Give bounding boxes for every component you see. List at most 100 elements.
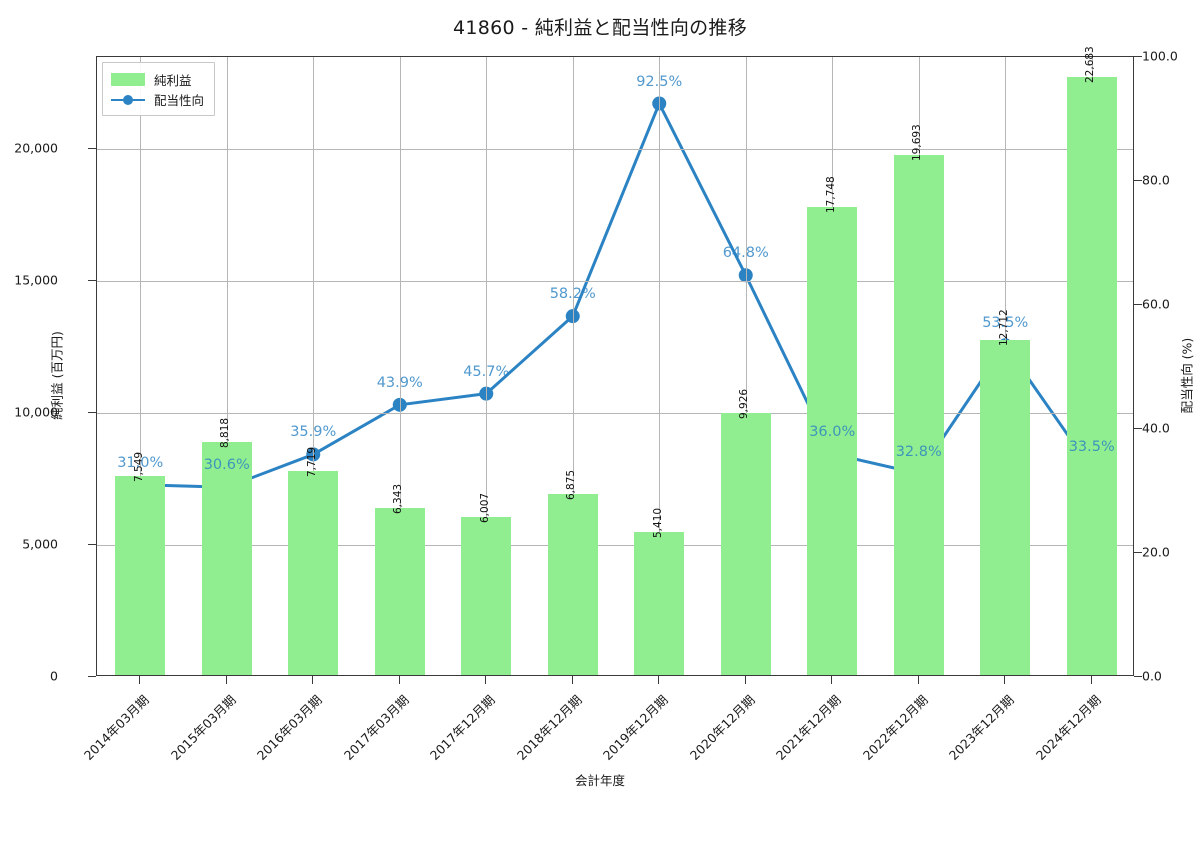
x-axis-tickmark: [139, 676, 141, 684]
payout-ratio-value-label: 33.5%: [1068, 439, 1115, 456]
x-axis-tickmark: [917, 676, 919, 684]
bar-2014年03月期: [115, 475, 166, 675]
gridline-vertical: [659, 57, 661, 675]
y-axis-tickmark-right: [1134, 180, 1142, 181]
y-axis-tick-right: 20.0: [1142, 544, 1170, 560]
y-axis-tickmark-right: [1134, 552, 1142, 553]
gridline-horizontal: [97, 281, 1133, 283]
x-axis-tick-2016年03月期: 2016年03月期: [254, 692, 325, 763]
x-axis-tick-2023年12月期: 2023年12月期: [946, 692, 1017, 763]
gridline-vertical: [572, 57, 574, 675]
payout-ratio-value-label: 92.5%: [636, 73, 683, 90]
bar-2020年12月期: [720, 413, 771, 675]
bar-value-label: 9,926: [738, 389, 751, 420]
legend-item-net-income: 純利益: [111, 69, 204, 89]
bar-value-label: 8,818: [219, 418, 232, 449]
x-axis-tick-2017年12月期: 2017年12月期: [427, 692, 498, 763]
bar-2019年12月期: [634, 532, 685, 675]
bar-2017年03月期: [374, 507, 425, 675]
gridline-horizontal: [97, 413, 1133, 415]
y-axis-tick-left: 15,000: [14, 272, 58, 288]
bar-value-label: 6,343: [392, 483, 405, 514]
bar-2015年03月期: [201, 442, 252, 675]
x-axis-tickmark: [1090, 676, 1092, 684]
y-axis-tickmark-right: [1134, 304, 1142, 305]
payout-ratio-value-label: 53.5%: [982, 315, 1029, 332]
gridline-horizontal: [97, 545, 1133, 547]
x-axis-tick-2019年12月期: 2019年12月期: [600, 692, 671, 763]
gridline-vertical: [745, 57, 747, 675]
payout-ratio-value-label: 43.9%: [376, 374, 423, 391]
payout-ratio-value-label: 35.9%: [290, 424, 337, 441]
y-axis-tick-left: 5,000: [22, 536, 58, 552]
payout-ratio-line: [138, 102, 1094, 489]
x-axis-tickmark: [571, 676, 573, 684]
legend-label-net-income: 純利益: [154, 72, 192, 88]
gridline-horizontal: [97, 149, 1133, 151]
payout-ratio-value-label: 31.0%: [117, 454, 164, 471]
payout-ratio-value-label: 45.7%: [463, 363, 510, 380]
legend-line-swatch-icon: [111, 93, 145, 106]
x-axis-tick-2020年12月期: 2020年12月期: [686, 692, 758, 763]
x-axis-tickmark: [658, 676, 660, 684]
y-axis-label-left: 純利益 (百万円): [49, 331, 65, 420]
y-axis-tickmark-right: [1134, 676, 1142, 677]
y-axis-tick-left: 20,000: [14, 140, 58, 156]
x-axis-tick-2015年03月期: 2015年03月期: [167, 692, 239, 763]
x-axis-tickmark: [398, 676, 400, 684]
x-axis-tickmark: [1004, 676, 1006, 684]
x-axis-tickmark: [225, 676, 227, 684]
payout-ratio-value-label: 36.0%: [809, 423, 856, 440]
bar-value-label: 5,410: [651, 508, 664, 539]
y-axis-tickmark-left: [88, 676, 96, 677]
x-axis-tick-2022年12月期: 2022年12月期: [859, 692, 931, 763]
y-axis-tick-right: 100.0: [1142, 48, 1178, 64]
legend-bar-swatch-icon: [111, 72, 145, 86]
bar-value-label: 7,719: [305, 447, 318, 478]
legend-label-payout-ratio: 配当性向: [154, 92, 205, 108]
x-axis-tick-2014年03月期: 2014年03月期: [81, 692, 152, 763]
gridline-vertical: [140, 57, 142, 675]
x-axis-tickmark: [744, 676, 746, 684]
y-axis-tickmark-left: [88, 280, 96, 282]
bar-value-label: 6,875: [565, 469, 578, 500]
gridline-vertical: [399, 57, 401, 675]
bar-2018年12月期: [547, 493, 598, 675]
x-axis-tick-2018年12月期: 2018年12月期: [513, 692, 585, 763]
bar-value-label: 22,683: [1084, 45, 1097, 83]
x-axis-tickmark: [831, 676, 833, 684]
y-axis-tickmark-left: [88, 544, 96, 546]
legend-item-payout-ratio: 配当性向: [111, 89, 204, 109]
bar-2016年03月期: [288, 471, 339, 675]
x-axis-tick-2024年12月期: 2024年12月期: [1032, 692, 1104, 763]
y-axis-tick-left: 10,000: [14, 404, 58, 420]
y-axis-label-right: 配当性向 (%): [1179, 337, 1195, 414]
y-axis-tick-left: 0: [50, 668, 58, 684]
bar-value-label: 19,693: [911, 124, 924, 162]
bar-2023年12月期: [980, 339, 1031, 675]
payout-ratio-value-label: 30.6%: [203, 457, 250, 474]
y-axis-tickmark-right: [1134, 428, 1142, 429]
chart-figure: 41860 - 純利益と配当性向の推移 7,549 8,818 7,719 6,343…: [14, 17, 1195, 788]
plot-area: 7,549 8,818 7,719 6,343 6,007 6,875 5,410 9,926…: [96, 46, 1134, 676]
bar-2022年12月期: [893, 155, 944, 675]
y-axis-tickmark-right: [1134, 56, 1142, 57]
bar-2021年12月期: [807, 206, 858, 675]
y-axis-tick-right: 80.0: [1142, 172, 1170, 188]
y-axis-tick-right: 40.0: [1142, 420, 1170, 436]
bar-value-label: 17,748: [824, 176, 837, 213]
chart-legend: 純利益 配当性向: [102, 62, 216, 116]
x-axis-tickmark: [485, 676, 487, 684]
y-axis-tick-right: 60.0: [1142, 296, 1170, 312]
page-title: 41860 - 純利益と配当性向の推移: [452, 17, 748, 39]
gridline-vertical: [313, 57, 315, 675]
gridline-vertical: [226, 57, 228, 675]
bar-value-label: 6,007: [478, 492, 491, 523]
payout-ratio-value-label: 64.8%: [722, 245, 769, 262]
payout-ratio-value-label: 58.2%: [549, 286, 596, 303]
gridline-vertical: [486, 57, 488, 675]
y-axis-tick-right: 0.0: [1142, 668, 1162, 684]
x-axis-label: 会計年度: [574, 773, 625, 788]
x-axis-tick-2021年12月期: 2021年12月期: [773, 692, 844, 763]
bar-2024年12月期: [1066, 76, 1117, 675]
